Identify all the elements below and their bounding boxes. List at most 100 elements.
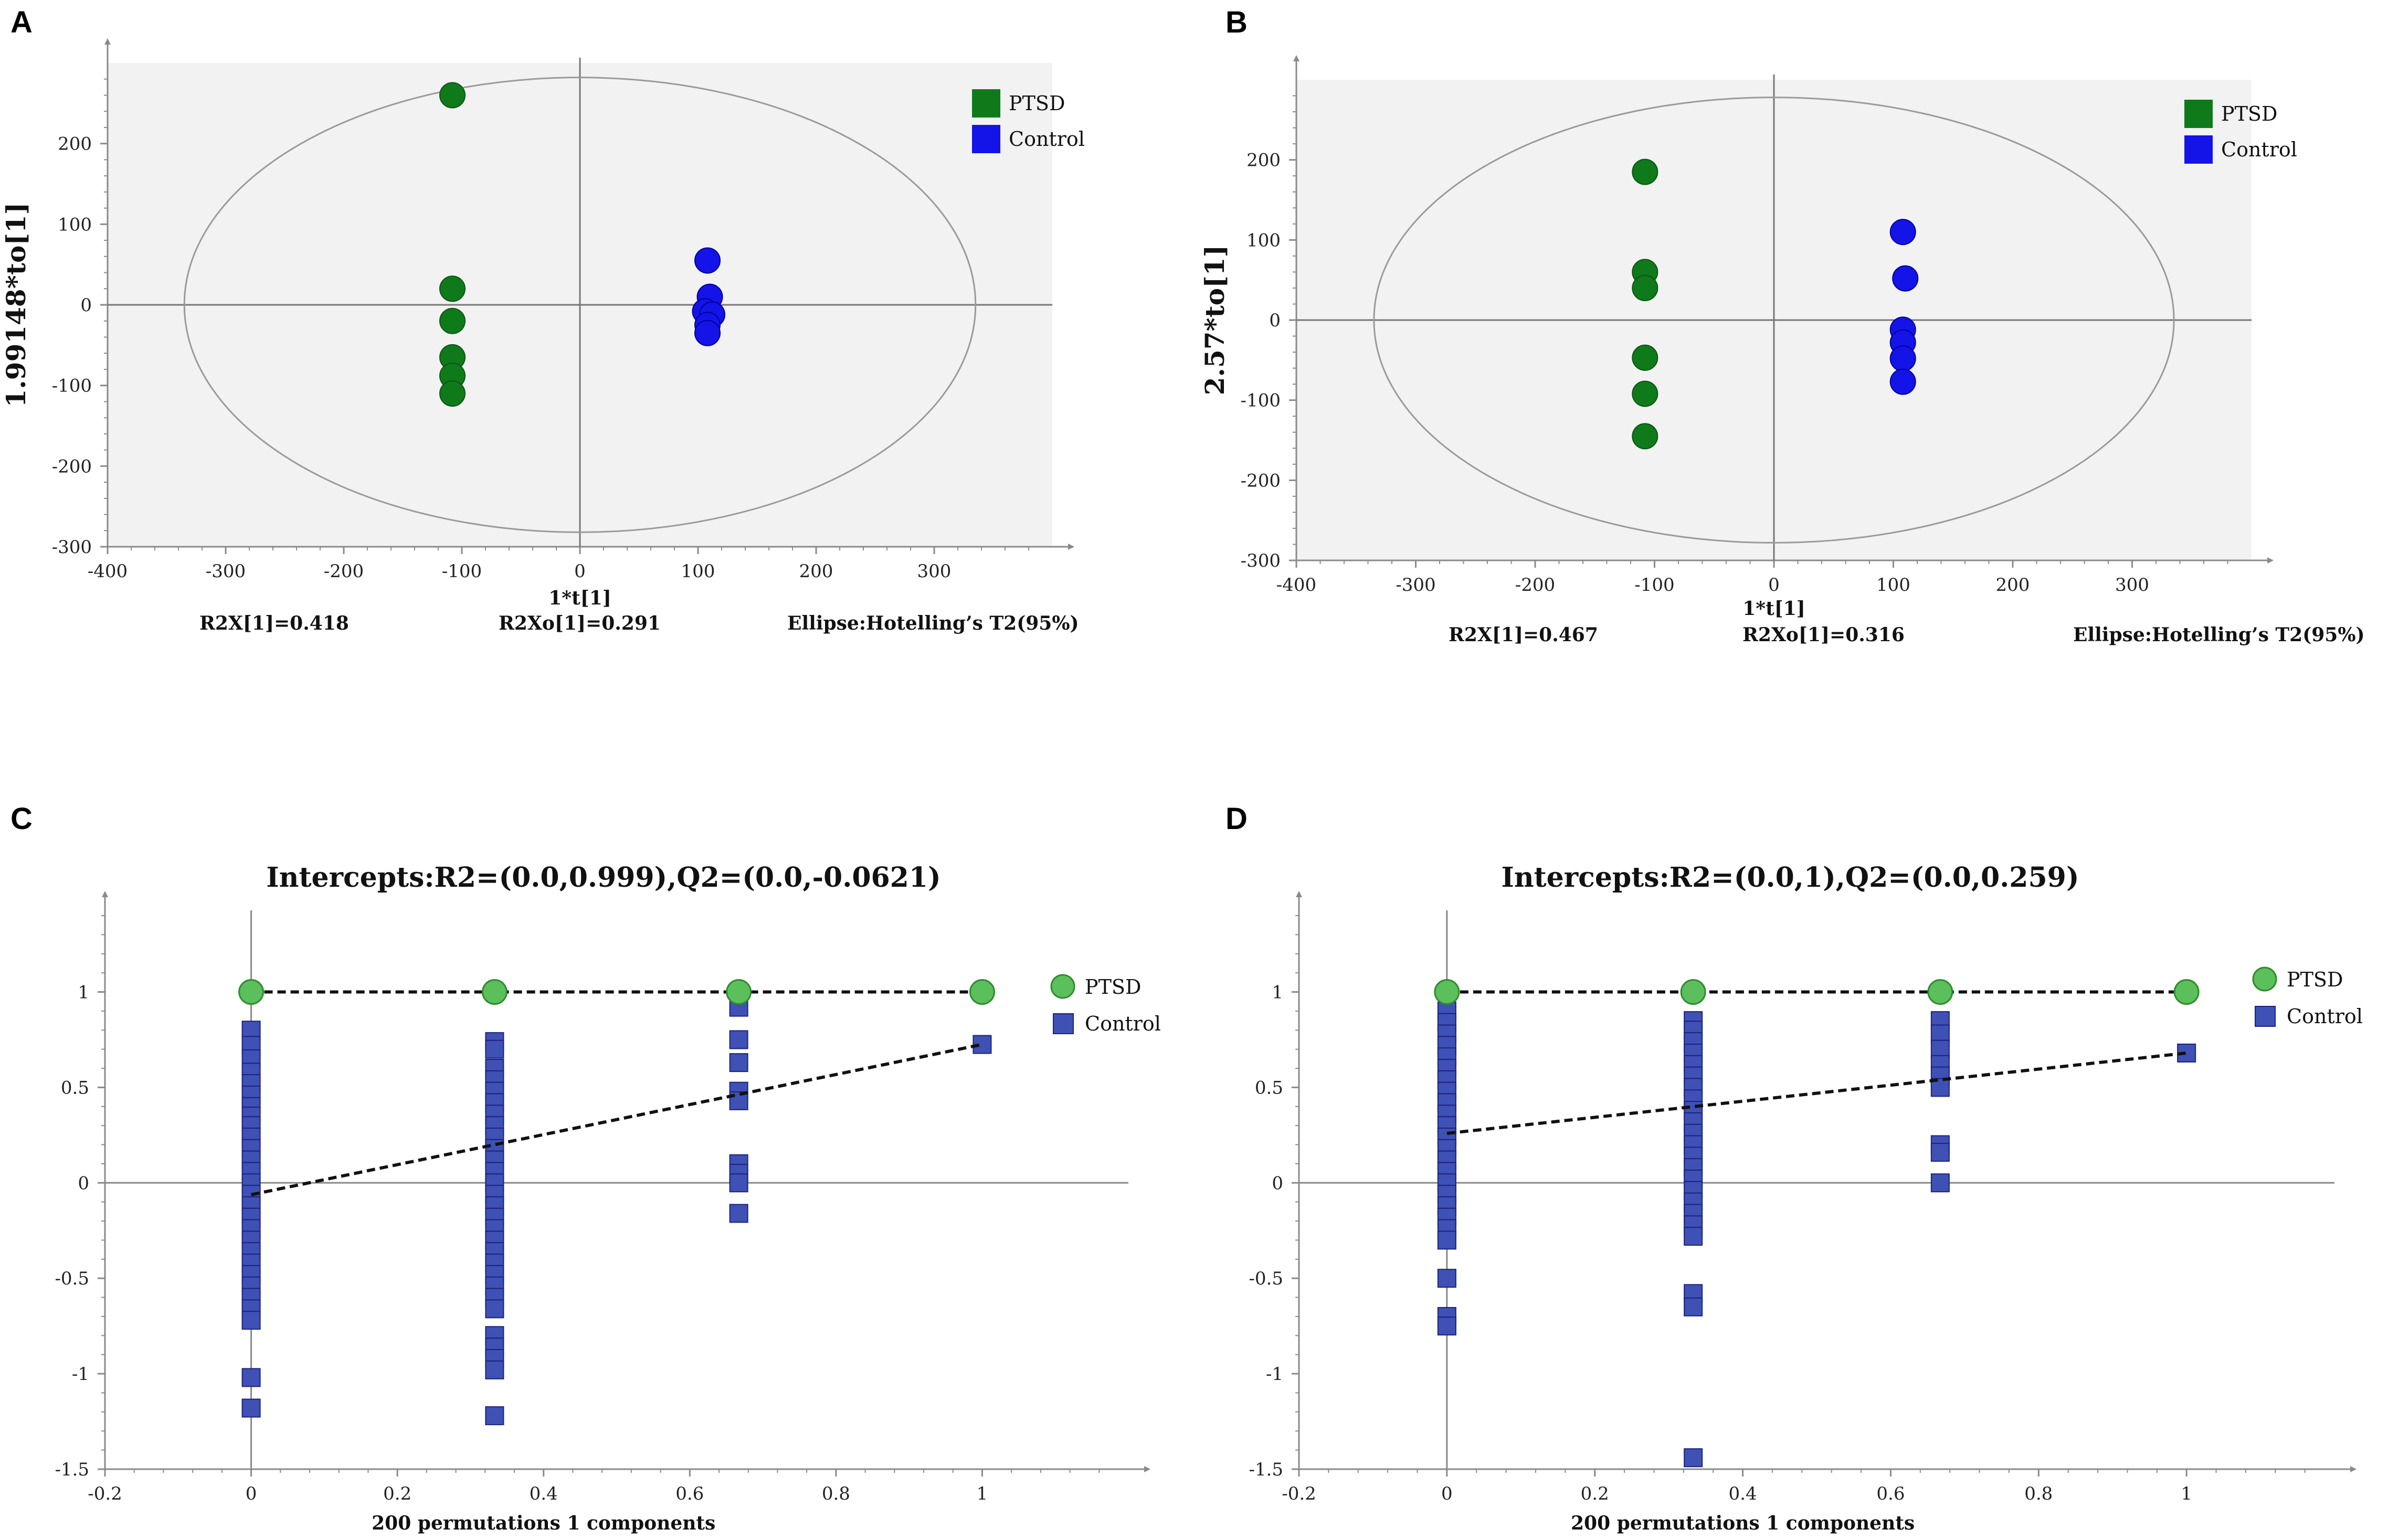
q2-point bbox=[241, 1398, 261, 1418]
q2-point bbox=[1930, 1143, 1950, 1162]
legend-swatch-ptsd bbox=[2252, 967, 2277, 992]
panel-label: D bbox=[1225, 802, 1248, 836]
control-point bbox=[694, 247, 721, 274]
legend-label-control: Control bbox=[1009, 128, 1085, 151]
q2-point bbox=[729, 1173, 748, 1193]
x-tick-label: -400 bbox=[1276, 575, 1316, 596]
x-tick-label: -300 bbox=[206, 561, 246, 582]
ptsd-point bbox=[1632, 344, 1658, 371]
y-tick-label: 100 bbox=[58, 214, 92, 235]
panel-d: D -0.2 0 0.2 0.4 0.6 0.8 1 -1.5 -1 -0.5 0 0.5 1 Interc… bbox=[1225, 802, 2363, 1534]
q2-point bbox=[1684, 1297, 1703, 1316]
ptsd-point bbox=[439, 82, 466, 109]
x-tick-label: 0.2 bbox=[1581, 1483, 1609, 1504]
x-tick-label: -400 bbox=[88, 561, 128, 582]
x-tick-label: 0.6 bbox=[675, 1483, 704, 1504]
q2-regression-line bbox=[250, 1043, 983, 1196]
q2-point bbox=[485, 1360, 504, 1379]
r2-point bbox=[726, 979, 752, 1005]
legend-swatch-control bbox=[1053, 1013, 1074, 1034]
y-tick-label: 0.5 bbox=[1255, 1077, 1283, 1098]
hotelling-ellipse bbox=[1373, 97, 2175, 544]
control-point bbox=[1889, 345, 1916, 372]
panel-label: C bbox=[10, 802, 33, 836]
x-tick-label: 0.8 bbox=[822, 1483, 850, 1504]
x-axis-title: 200 permutations 1 components bbox=[372, 1512, 715, 1534]
y-tick-label: 0 bbox=[1272, 1173, 1283, 1194]
y-tick-label: -1 bbox=[1266, 1364, 1283, 1385]
ptsd-point bbox=[1632, 423, 1658, 450]
x-tick-label: 100 bbox=[681, 561, 715, 582]
q2-point bbox=[485, 1299, 504, 1319]
stat-text: Ellipse:Hotelling’s T2(95%) bbox=[2073, 624, 2365, 646]
ptsd-point bbox=[439, 307, 466, 334]
q2-point bbox=[1930, 1173, 1950, 1193]
y-tick-label: -1 bbox=[72, 1364, 89, 1385]
y-axis-title: 1.99148*to[1] bbox=[1, 203, 31, 408]
stat-text: R2X[1]=0.418 bbox=[199, 612, 349, 634]
x-tick-label: 0.4 bbox=[1729, 1483, 1757, 1504]
x-tick-label: -200 bbox=[1515, 575, 1555, 596]
hotelling-ellipse bbox=[183, 77, 977, 533]
y-tick-label: -300 bbox=[52, 537, 92, 558]
x-tick-label: -200 bbox=[324, 561, 364, 582]
y-tick-label: -0.5 bbox=[1249, 1268, 1283, 1289]
x-tick-label: -0.2 bbox=[88, 1483, 122, 1504]
x-tick-label: -0.2 bbox=[1282, 1483, 1316, 1504]
ptsd-point bbox=[1632, 274, 1658, 301]
y-tick-label: -200 bbox=[1241, 470, 1281, 491]
y-tick-label: 1 bbox=[1272, 982, 1283, 1003]
q2-point bbox=[1437, 1230, 1456, 1250]
legend-swatch-ptsd bbox=[2184, 100, 2213, 128]
panel-c: C -0.2 0 0.2 0.4 0.6 0.8 1 -1.5 -1 -0.5 0 0.5 1 Interc… bbox=[10, 802, 1161, 1534]
q2-point bbox=[1437, 1316, 1456, 1336]
q2-point bbox=[729, 1030, 748, 1049]
y-tick-label: 100 bbox=[1246, 230, 1281, 251]
y-tick-label: -100 bbox=[52, 376, 92, 397]
y-tick-label: 0 bbox=[1269, 310, 1281, 331]
x-axis-title: 200 permutations 1 components bbox=[1571, 1512, 1915, 1534]
y-tick-label: 0 bbox=[78, 1173, 89, 1194]
x-tick-label: 0.6 bbox=[1876, 1483, 1905, 1504]
x-tick-label: 0.2 bbox=[383, 1483, 411, 1504]
r2-point bbox=[2173, 979, 2200, 1005]
x-tick-label: 0 bbox=[574, 561, 586, 582]
legend-label-control: Control bbox=[1085, 1012, 1161, 1035]
y-tick-label: -1.5 bbox=[1249, 1459, 1283, 1480]
y-tick-label: 200 bbox=[1246, 150, 1281, 171]
legend-label-ptsd: PTSD bbox=[1009, 92, 1065, 115]
legend-swatch-control bbox=[2184, 135, 2213, 164]
y-tick-label: -1.5 bbox=[55, 1459, 89, 1480]
x-tick-label: 1 bbox=[2181, 1483, 2192, 1504]
x-axis-title: 1*t[1] bbox=[1742, 598, 1805, 620]
r2-point bbox=[1434, 979, 1460, 1005]
x-tick-label: 300 bbox=[917, 561, 952, 582]
control-point bbox=[694, 320, 721, 346]
q2-regression-line bbox=[1446, 1051, 2187, 1135]
x-tick-label: 0.8 bbox=[2024, 1483, 2053, 1504]
r2-point bbox=[1680, 979, 1706, 1005]
stat-text: R2Xo[1]=0.316 bbox=[1742, 624, 1905, 646]
x-tick-label: 300 bbox=[2115, 575, 2149, 596]
q2-point bbox=[241, 1368, 261, 1387]
y-tick-label: 0 bbox=[80, 295, 92, 316]
ptsd-point bbox=[1632, 380, 1658, 407]
legend-label-control: Control bbox=[2287, 1005, 2363, 1028]
q2-point bbox=[485, 1039, 504, 1059]
y-tick-label: 200 bbox=[58, 134, 92, 155]
y-tick-label: -0.5 bbox=[55, 1268, 89, 1289]
legend-swatch-ptsd bbox=[1050, 974, 1075, 999]
x-tick-label: 0.4 bbox=[530, 1483, 558, 1504]
x-tick-label: 200 bbox=[799, 561, 833, 582]
stat-text: Ellipse:Hotelling’s T2(95%) bbox=[787, 612, 1079, 634]
x-tick-label: 0 bbox=[1441, 1483, 1453, 1504]
chart-title: Intercepts:R2=(0.0,1),Q2=(0.0,0.259) bbox=[1502, 862, 2079, 894]
y-tick-label: 1 bbox=[78, 982, 89, 1003]
x-tick-label: 100 bbox=[1876, 575, 1910, 596]
legend-label-ptsd: PTSD bbox=[2287, 968, 2343, 991]
stat-text: R2Xo[1]=0.291 bbox=[499, 612, 661, 634]
legend-swatch-control bbox=[2255, 1006, 2276, 1027]
x-tick-label: 200 bbox=[1996, 575, 2030, 596]
ptsd-point bbox=[1632, 158, 1658, 185]
